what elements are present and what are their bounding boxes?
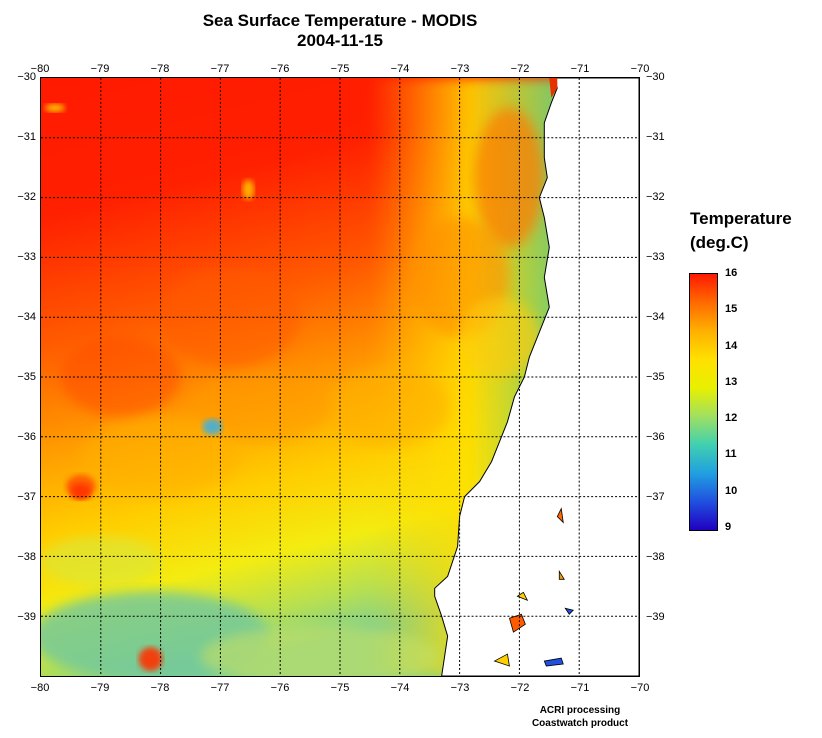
map-date: 2004-11-15 xyxy=(296,31,384,50)
y-tick-label-right: −30 xyxy=(646,71,665,83)
y-tick-label-left: −37 xyxy=(17,491,36,503)
product-credit: Coastwatch product xyxy=(531,718,629,729)
y-tick-label-left: −34 xyxy=(17,311,36,323)
y-tick-label-right: −31 xyxy=(646,131,665,143)
y-tick-label-right: −32 xyxy=(646,191,665,203)
x-tick-label-bottom: −74 xyxy=(390,682,410,694)
y-tick-label-right: −37 xyxy=(646,491,665,503)
y-tick-label-left: −35 xyxy=(17,371,36,383)
y-tick-label-left: −33 xyxy=(17,251,36,263)
x-tick-label-top: −75 xyxy=(330,63,350,75)
y-tick-label-left: −32 xyxy=(17,191,36,203)
colorbar-title: Temperature xyxy=(690,209,792,228)
x-tick-label-top: −73 xyxy=(450,63,470,75)
x-tick-label-bottom: −70 xyxy=(630,682,650,694)
colorbar-label: 12 xyxy=(725,412,738,425)
y-tick-label-right: −39 xyxy=(646,611,665,623)
y-tick-label-right: −35 xyxy=(646,371,665,383)
x-tick-label-top: −70 xyxy=(630,63,650,75)
coastal-warm-patch xyxy=(549,78,558,98)
processing-credit: ACRI processing xyxy=(539,705,621,716)
x-tick-label-bottom: −77 xyxy=(210,682,230,694)
x-tick-label-bottom: −76 xyxy=(270,682,290,694)
x-tick-label-bottom: −80 xyxy=(30,682,50,694)
y-tick-label-right: −34 xyxy=(646,311,665,323)
x-tick-label-top: −79 xyxy=(90,63,110,75)
x-tick-label-top: −72 xyxy=(510,63,530,75)
y-tick-label-left: −30 xyxy=(17,71,36,83)
x-tick-label-bottom: −75 xyxy=(330,682,350,694)
x-tick-label-top: −77 xyxy=(210,63,230,75)
y-tick-label-left: −39 xyxy=(17,611,36,623)
x-tick-label-bottom: −72 xyxy=(510,682,530,694)
x-tick-label-top: −78 xyxy=(150,63,170,75)
y-tick-label-right: −38 xyxy=(646,551,665,563)
x-tick-label-bottom: −71 xyxy=(570,682,590,694)
colorbar-label: 9 xyxy=(725,521,732,533)
colorbar-label: 15 xyxy=(725,303,738,316)
colorbar-label: 14 xyxy=(725,339,738,352)
x-tick-label-bottom: −78 xyxy=(150,682,170,694)
map-title: Sea Surface Temperature - MODIS xyxy=(202,11,478,30)
x-tick-label-top: −80 xyxy=(30,63,50,75)
y-tick-label-left: −38 xyxy=(17,551,36,563)
x-tick-label-top: −71 xyxy=(570,63,590,75)
y-tick-label-right: −33 xyxy=(646,251,665,263)
y-tick-label-left: −31 xyxy=(17,131,36,143)
colorbar-label: 13 xyxy=(725,375,738,388)
colorbar-label: 16 xyxy=(725,267,738,279)
colorbar-label: 11 xyxy=(725,448,737,461)
colorbar-units: (deg.C) xyxy=(690,233,749,252)
colorbar xyxy=(689,273,718,531)
x-tick-label-bottom: −79 xyxy=(90,682,110,694)
y-tick-label-left: −36 xyxy=(17,431,36,443)
y-tick-label-right: −36 xyxy=(646,431,665,443)
islands xyxy=(493,507,574,667)
x-tick-label-top: −74 xyxy=(390,63,410,75)
colorbar-label: 10 xyxy=(725,484,738,497)
x-tick-label-bottom: −73 xyxy=(450,682,470,694)
x-tick-label-top: −76 xyxy=(270,63,290,75)
sst-map xyxy=(40,77,640,677)
